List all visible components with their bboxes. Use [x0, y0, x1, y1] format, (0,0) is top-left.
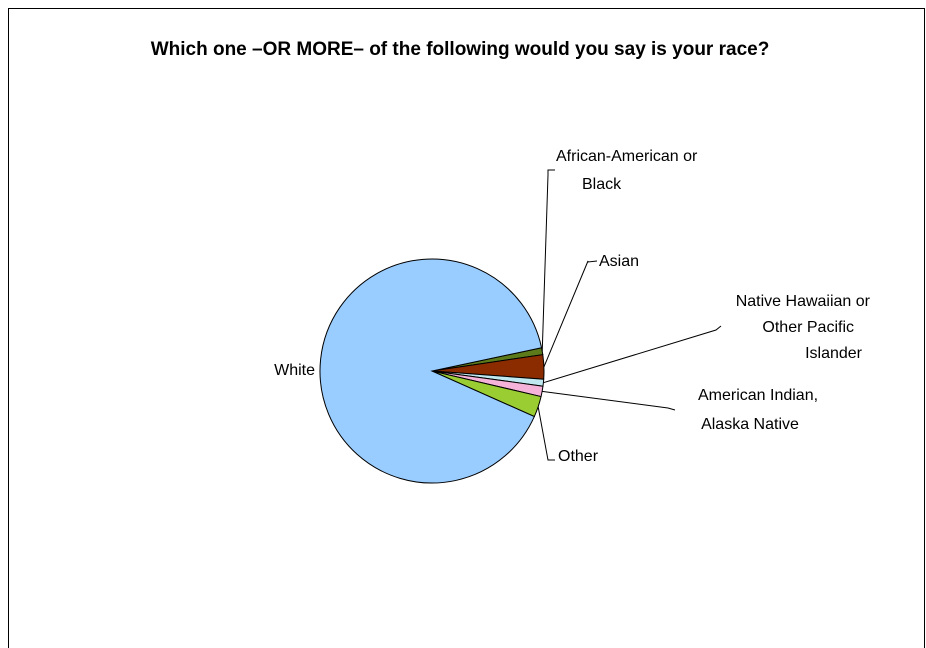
slice-label-4: Alaska Native — [701, 416, 799, 433]
leader-lines — [537, 169, 722, 461]
slice-label-3: Islander — [805, 345, 863, 362]
slice-label-1: Black — [582, 176, 622, 193]
slice-label-1: African-American or — [556, 148, 698, 165]
leader-line-4 — [542, 390, 676, 411]
slice-label-3: Other Pacific — [762, 319, 854, 336]
leader-line-3 — [543, 325, 722, 384]
chart-title: Which one –OR MORE– of the following wou… — [150, 39, 770, 60]
slice-label-2: Asian — [599, 253, 639, 270]
slice-label-6: White — [274, 362, 315, 379]
leader-line-1 — [541, 169, 555, 352]
slice-label-5: Other — [558, 448, 599, 465]
slice-label-3: Native Hawaiian or — [736, 293, 871, 310]
slice-labels: African-American or Black Asian Native Hawa… — [274, 148, 871, 465]
pie-chart: African-American or Black Asian Native Hawa… — [274, 148, 871, 484]
pie-slices — [319, 258, 545, 484]
chart-area — [8, 8, 925, 648]
leader-line-2 — [543, 260, 598, 368]
pie-slice-6 — [319, 258, 543, 484]
slice-label-4: American Indian, — [698, 387, 818, 404]
leader-line-5 — [537, 406, 555, 461]
